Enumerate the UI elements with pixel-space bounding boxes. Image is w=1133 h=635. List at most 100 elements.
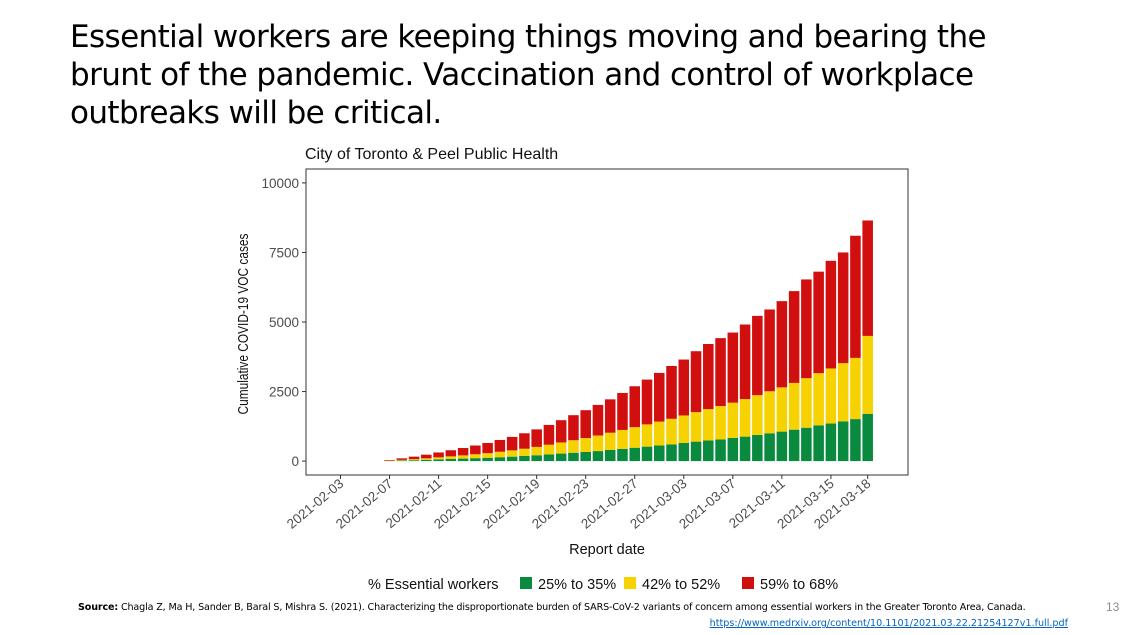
- y-axis-title: Cumulative COVID-19 VOC cases: [235, 233, 251, 414]
- bar-segment: [629, 386, 641, 428]
- bar-segment: [862, 413, 873, 462]
- bar-segment: [408, 456, 420, 460]
- bar-segment: [825, 423, 837, 462]
- bar-segment: [764, 433, 775, 462]
- bar-segment: [555, 420, 567, 443]
- bar-segment: [568, 452, 579, 462]
- bar-segment: [457, 455, 469, 459]
- bar-segment: [678, 443, 690, 462]
- bar-segment: [715, 439, 726, 462]
- slide-title: Essential workers are keeping things mov…: [70, 18, 1070, 132]
- y-tick-label: 7500: [269, 245, 299, 260]
- bar-segment: [801, 279, 812, 379]
- bar-segment: [801, 427, 812, 462]
- bar-segment: [494, 451, 506, 458]
- bar-segment: [617, 448, 628, 462]
- bar-segment: [543, 444, 555, 455]
- bar-segment: [715, 406, 726, 440]
- bar-segment: [690, 412, 702, 442]
- title-line: brunt of the pandemic. Vaccination and c…: [70, 57, 974, 93]
- bar-segment: [764, 309, 775, 392]
- bar-segment: [850, 419, 861, 462]
- bar-segment: [421, 454, 432, 459]
- bar-segment: [850, 357, 861, 420]
- bar-segment: [592, 404, 604, 436]
- bar-segment: [641, 446, 653, 462]
- bar-segment: [666, 365, 677, 419]
- x-axis-title: Report date: [569, 542, 645, 558]
- bar-segment: [604, 449, 616, 462]
- bar-segment: [445, 459, 457, 462]
- bar-segment: [641, 424, 653, 447]
- bar-segment: [470, 454, 481, 459]
- legend-key: [520, 577, 532, 589]
- bar-segment: [690, 441, 702, 462]
- bar-segment: [592, 435, 604, 452]
- source-label: Source:: [78, 602, 119, 613]
- bar-segment: [470, 445, 481, 455]
- bar-segment: [703, 343, 714, 410]
- bar-segment: [506, 436, 518, 451]
- bar-segment: [519, 433, 530, 449]
- y-tick-label: 10000: [261, 176, 299, 191]
- bar-segment: [837, 252, 849, 364]
- bar-segment: [653, 445, 665, 462]
- bar-segment: [408, 460, 420, 462]
- bar-segment: [703, 440, 714, 462]
- bar-segment: [739, 324, 751, 400]
- bar-segment: [494, 439, 506, 452]
- bar-segment: [433, 459, 444, 462]
- bar-segment: [568, 440, 579, 453]
- source-citation: Source: Chagla Z, Ma H, Sander B, Baral …: [78, 602, 1026, 613]
- bar-segment: [555, 453, 567, 462]
- chart-title: City of Toronto & Peel Public Health: [305, 146, 558, 163]
- bar-segment: [776, 431, 788, 462]
- bar-segment: [752, 395, 763, 435]
- bar-segment: [555, 442, 567, 454]
- bar-segment: [531, 455, 542, 462]
- bar-segment: [862, 335, 873, 414]
- bar-segment: [776, 387, 788, 432]
- bar-segment: [580, 410, 591, 438]
- bar-segment: [457, 458, 469, 462]
- bar-segment: [727, 438, 739, 462]
- bar-segment: [752, 315, 763, 396]
- bar-segment: [396, 460, 408, 462]
- y-tick-label: 0: [291, 454, 299, 469]
- bar-segment: [678, 359, 690, 416]
- bar-segment: [604, 432, 616, 450]
- bar-segment: [813, 373, 824, 426]
- bar-segment: [801, 378, 812, 428]
- bar-segment: [519, 448, 530, 456]
- bar-segment: [788, 382, 800, 430]
- bar-segment: [543, 424, 555, 445]
- bar-segment: [494, 457, 506, 462]
- bar-segment: [837, 363, 849, 422]
- bar-segment: [837, 421, 849, 462]
- bar-segment: [604, 399, 616, 433]
- bar-segment: [470, 458, 481, 462]
- bar-segment: [641, 379, 653, 425]
- y-tick-label: 2500: [269, 385, 299, 400]
- source-link[interactable]: https://www.medrxiv.org/content/10.1101/…: [709, 618, 1068, 629]
- legend-label: 25% to 35%: [538, 577, 616, 593]
- bar-segment: [776, 301, 788, 388]
- bar-segment: [506, 456, 518, 462]
- title-line: outbreaks will be critical.: [70, 95, 442, 131]
- bar-segment: [445, 456, 457, 459]
- bar-segment: [519, 455, 530, 462]
- bar-segment: [666, 418, 677, 445]
- page-number: 13: [1106, 600, 1120, 614]
- title-line: Essential workers are keeping things mov…: [70, 19, 987, 55]
- legend-label: 59% to 68%: [760, 577, 838, 593]
- bar-segment: [531, 429, 542, 447]
- bar-segment: [752, 434, 763, 462]
- bar-segment: [580, 451, 591, 462]
- bar-segment: [408, 459, 420, 461]
- bar-segment: [764, 391, 775, 434]
- bar-segment: [421, 458, 432, 460]
- bar-segment: [653, 421, 665, 446]
- bar-segment: [788, 291, 800, 383]
- bar-segment: [592, 451, 604, 462]
